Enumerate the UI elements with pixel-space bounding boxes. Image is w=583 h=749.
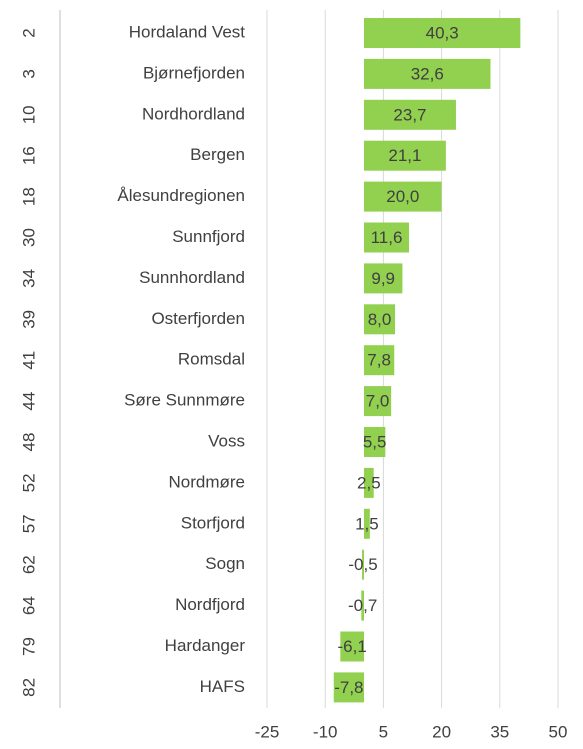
x-tick-label: -25: [255, 722, 280, 741]
category-label: Sunnfjord: [172, 227, 245, 246]
category-label: HAFS: [200, 677, 245, 696]
rank-label: 52: [19, 473, 38, 492]
category-label: Osterfjorden: [151, 309, 245, 328]
bar: [364, 508, 370, 539]
rank-label: 18: [19, 187, 38, 206]
rank-label: 3: [19, 69, 38, 78]
value-label: 40,3: [426, 23, 459, 42]
rank-label: 39: [19, 310, 38, 329]
value-label: 32,6: [411, 64, 444, 83]
value-label: 7,0: [366, 392, 390, 411]
value-label: -6,1: [338, 637, 367, 656]
bar: [364, 345, 395, 376]
bar: [364, 427, 386, 457]
bar: [361, 590, 364, 621]
rank-label: 57: [19, 514, 38, 533]
bar: [364, 58, 491, 89]
category-label: Nordmøre: [168, 472, 245, 491]
value-label: -0,5: [348, 555, 377, 574]
value-label: 9,9: [371, 269, 395, 288]
x-tick-label: 35: [490, 722, 509, 741]
rank-label: 44: [19, 392, 38, 411]
category-label: Nordfjord: [175, 595, 245, 614]
bar: [364, 140, 446, 171]
value-label: -0,7: [348, 596, 377, 615]
category-label: Bergen: [190, 145, 245, 164]
value-label: 21,1: [388, 146, 421, 165]
category-label: Nordhordland: [142, 104, 245, 123]
rank-label: 48: [19, 433, 38, 452]
rank-label: 79: [19, 637, 38, 656]
category-label: Ålesundregionen: [117, 186, 245, 205]
x-tick-label: 20: [432, 722, 451, 741]
bar: [364, 386, 392, 417]
value-label: 23,7: [393, 105, 426, 124]
bar: [364, 222, 410, 253]
value-label: 2,5: [357, 473, 381, 492]
x-tick-label: -10: [313, 722, 338, 741]
value-label: 8,0: [368, 310, 392, 329]
rank-label: 10: [19, 105, 38, 124]
value-label: 11,6: [371, 228, 403, 247]
value-label: 1,5: [355, 514, 379, 533]
value-label: 7,8: [367, 351, 391, 370]
value-label: 5,5: [363, 432, 387, 451]
category-label: Romsdal: [178, 350, 245, 369]
rank-label: 41: [19, 351, 38, 370]
bar: [333, 672, 364, 703]
category-label: Voss: [208, 431, 245, 450]
bar: [362, 549, 364, 580]
bar: [364, 467, 374, 498]
category-label: Storfjord: [181, 513, 245, 532]
category-label: Sogn: [205, 554, 245, 573]
rank-label: 30: [19, 228, 38, 247]
rank-label: 34: [19, 269, 38, 288]
category-label: Søre Sunnmøre: [124, 391, 245, 410]
rank-label: 16: [19, 146, 38, 165]
x-tick-label: 50: [549, 722, 568, 741]
category-label: Sunnhordland: [139, 268, 245, 287]
bar: [364, 263, 403, 294]
value-label: -7,8: [334, 678, 363, 697]
rank-label: 82: [19, 678, 38, 697]
value-label: 20,0: [386, 187, 419, 206]
rank-label: 62: [19, 555, 38, 574]
category-label: Hardanger: [165, 636, 246, 655]
category-label: Bjørnefjorden: [143, 63, 245, 82]
rank-label: 64: [19, 596, 38, 615]
bar: [340, 631, 364, 662]
bar: [364, 304, 396, 335]
bar: [364, 99, 456, 130]
x-tick-label: 5: [379, 722, 388, 741]
bar: [364, 181, 442, 212]
rank-label: 2: [19, 28, 38, 37]
bar: [364, 18, 521, 48]
category-label: Hordaland Vest: [129, 22, 246, 41]
